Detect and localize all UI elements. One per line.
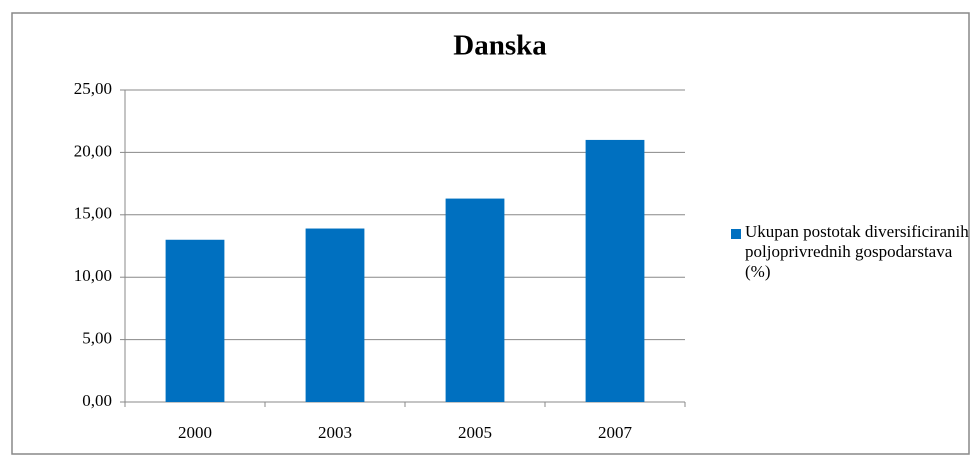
y-tick-label: 25,00: [74, 79, 112, 98]
chart-title: Danska: [453, 30, 547, 62]
bar: [585, 139, 645, 403]
y-tick-label: 5,00: [82, 329, 112, 348]
y-tick-label: 20,00: [74, 141, 112, 160]
legend-label: Ukupan postotak diversificiranih poljopr…: [745, 222, 969, 281]
y-tick-label: 10,00: [74, 266, 112, 285]
x-tick-label: 2007: [598, 423, 633, 442]
bar: [445, 198, 505, 402]
y-tick-label: 0,00: [82, 391, 112, 410]
x-tick-label: 2003: [318, 423, 352, 442]
x-tick-label: 2000: [178, 423, 212, 442]
legend: Ukupan postotak diversificiranih poljopr…: [731, 222, 971, 282]
legend-swatch: [731, 229, 741, 239]
y-tick-label: 15,00: [74, 204, 112, 223]
bar: [305, 228, 365, 402]
x-tick-label: 2005: [458, 423, 492, 442]
bar: [165, 239, 225, 402]
